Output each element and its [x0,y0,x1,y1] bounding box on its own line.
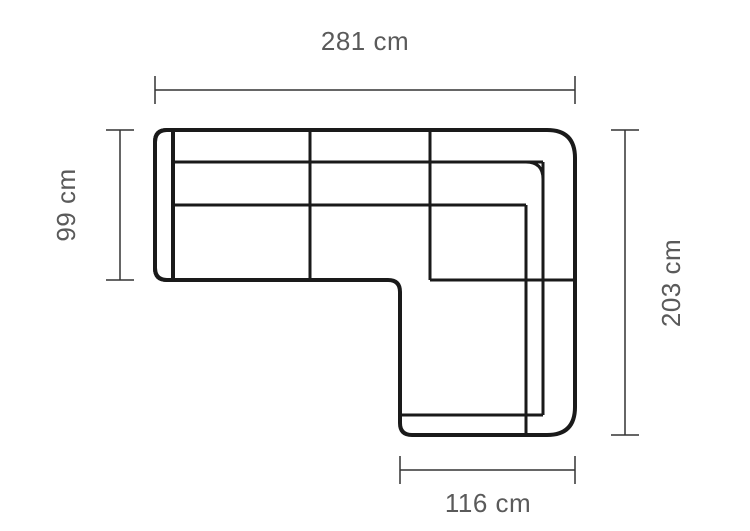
label-left-height: 99 cm [51,168,81,241]
label-bottom-width: 116 cm [445,488,531,518]
dimension-top [155,76,575,104]
sofa-outline [155,130,575,435]
label-top-width: 281 cm [321,26,409,56]
dimension-left [106,130,134,280]
sofa-diagram: 281 cm 99 cm 203 cm 116 cm [0,0,750,531]
dimension-right [611,130,639,435]
dimension-bottom [400,456,575,484]
label-right-height: 203 cm [656,239,686,327]
